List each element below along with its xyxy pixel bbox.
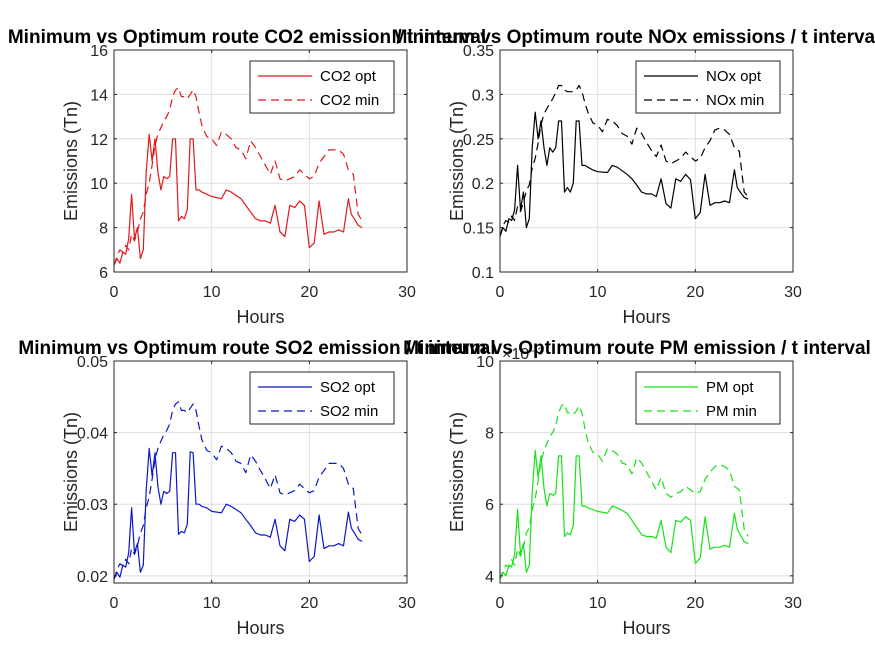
series-line-so2-opt <box>113 447 363 580</box>
axes-frame <box>499 49 794 273</box>
series-line-nox-min <box>499 84 749 237</box>
series-line-co2-opt <box>113 133 363 266</box>
y-tick-label: 0.05 <box>77 354 108 371</box>
y-tick-label: 8 <box>99 221 108 238</box>
x-axis-label: Hours <box>622 618 670 638</box>
y-tick-label: 16 <box>90 43 108 60</box>
y-tick-label: 0.04 <box>77 426 108 443</box>
series-line-co2-min <box>113 87 363 266</box>
y-exponent-label: ×10⁻³ <box>502 346 544 363</box>
chart-title: Minimum vs Optimum route NOx emissions /… <box>392 27 875 48</box>
y-tick-label: 6 <box>99 265 108 282</box>
x-tick-label: 0 <box>110 284 119 301</box>
chart-panel-so2: 0 10 20 30 0.02 0.03 0.04 0.05 Hours Emissions (T… <box>18 338 495 638</box>
x-tick-label: 20 <box>300 284 318 301</box>
series-line-pm-min <box>499 403 749 580</box>
x-tick-label: 20 <box>300 595 318 612</box>
legend-box <box>249 371 395 425</box>
x-tick-label: 0 <box>496 284 505 301</box>
legend-label: PM min <box>706 403 757 420</box>
x-tick-label: 30 <box>784 284 802 301</box>
y-axis-label: Emissions (Tn) <box>447 101 467 221</box>
chart-panel-pm: 0 10 20 30 4 6 8 10 ×10⁻³ Hours Emissions (Tn) PM o… <box>403 338 871 638</box>
chart-panel-co2: 0 10 20 30 6 8 10 12 14 16 Hours Emissions (Tn) CO2 … <box>8 27 486 327</box>
y-tick-label: 12 <box>90 132 108 149</box>
chart-title: Minimum vs Optimum route PM emission / t… <box>403 338 871 359</box>
legend-label: SO2 min <box>320 403 378 420</box>
x-tick-label: 20 <box>686 284 704 301</box>
x-tick-label: 20 <box>686 595 704 612</box>
y-tick-label: 0.3 <box>472 87 494 104</box>
legend: PM opt PM min <box>635 371 781 425</box>
x-tick-label: 10 <box>203 284 221 301</box>
y-tick-label: 10 <box>476 354 494 371</box>
y-axis-label: Emissions (Tn) <box>447 412 467 532</box>
legend-label: CO2 opt <box>320 68 377 85</box>
legend-label: PM opt <box>706 379 754 396</box>
legend-box <box>249 60 395 114</box>
series-line-so2-min <box>113 401 363 580</box>
y-tick-label: 8 <box>485 426 494 443</box>
y-tick-label: 0.02 <box>77 569 108 586</box>
axes-frame <box>113 360 408 584</box>
legend-box <box>635 60 781 114</box>
x-tick-label: 0 <box>110 595 119 612</box>
legend-box <box>635 371 781 425</box>
legend: SO2 opt SO2 min <box>249 371 395 425</box>
y-axis-label: Emissions (Tn) <box>61 412 81 532</box>
legend-label: NOx opt <box>706 68 762 85</box>
y-tick-label: 14 <box>90 87 108 104</box>
y-tick-label: 0.15 <box>463 221 494 238</box>
chart-title: Minimum vs Optimum route SO2 emission / … <box>18 338 495 359</box>
x-tick-label: 0 <box>496 595 505 612</box>
series-line-nox-opt <box>499 111 749 237</box>
chart-title: Minimum vs Optimum route CO2 emission / … <box>8 27 486 48</box>
x-tick-label: 10 <box>589 595 607 612</box>
legend-label: CO2 min <box>320 92 379 109</box>
x-axis-label: Hours <box>236 307 284 327</box>
x-tick-label: 30 <box>398 284 416 301</box>
chart-panel-nox: 0 10 20 30 0.1 0.15 0.2 0.25 0.3 0.35 Hours Emissio… <box>392 27 875 327</box>
x-tick-label: 10 <box>589 284 607 301</box>
y-tick-label: 0.03 <box>77 497 108 514</box>
axes-frame <box>113 49 408 273</box>
axes-frame <box>499 360 794 584</box>
series-line-pm-opt <box>499 449 749 580</box>
x-tick-label: 10 <box>203 595 221 612</box>
y-tick-label: 6 <box>485 497 494 514</box>
y-tick-label: 0.35 <box>463 43 494 60</box>
y-tick-label: 0.1 <box>472 265 494 282</box>
legend: CO2 opt CO2 min <box>249 60 395 114</box>
legend-label: NOx min <box>706 92 764 109</box>
legend: NOx opt NOx min <box>635 60 781 114</box>
legend-label: SO2 opt <box>320 379 376 396</box>
x-tick-label: 30 <box>784 595 802 612</box>
y-tick-label: 4 <box>485 569 494 586</box>
x-tick-label: 30 <box>398 595 416 612</box>
y-tick-label: 0.25 <box>463 132 494 149</box>
y-axis-label: Emissions (Tn) <box>61 101 81 221</box>
y-tick-label: 10 <box>90 176 108 193</box>
y-tick-label: 0.2 <box>472 176 494 193</box>
x-axis-label: Hours <box>236 618 284 638</box>
x-axis-label: Hours <box>622 307 670 327</box>
